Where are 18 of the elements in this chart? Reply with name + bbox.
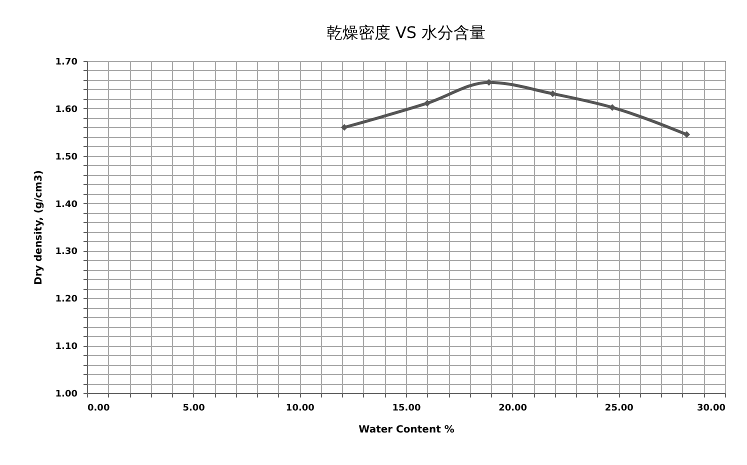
x-tick-label: 5.00 [182, 404, 205, 414]
x-tick-label: 0.00 [88, 404, 110, 414]
x-tick-label: 20.00 [498, 404, 528, 414]
x-tick-label: 30.00 [697, 404, 726, 414]
y-tick-label: 1.50 [55, 152, 78, 162]
x-tick-label: 10.00 [286, 404, 314, 414]
y-tick-label: 1.40 [55, 200, 78, 210]
y-axis-title: Dry density, (g/cm3) [33, 170, 44, 285]
x-tick-label: 15.00 [392, 404, 421, 414]
x-tick-label: 25.00 [604, 404, 634, 414]
y-tick-label: 1.70 [55, 58, 78, 68]
x-axis-title: Water Content % [358, 424, 454, 436]
chart-title: 乾燥密度 VS 水分含量 [326, 23, 486, 42]
y-tick-label: 1.60 [55, 104, 78, 115]
y-tick-label: 1.10 [55, 342, 78, 352]
y-tick-label: 1.00 [55, 390, 78, 400]
y-tick-label: 1.30 [55, 247, 78, 258]
y-tick-label: 1.20 [55, 294, 78, 305]
